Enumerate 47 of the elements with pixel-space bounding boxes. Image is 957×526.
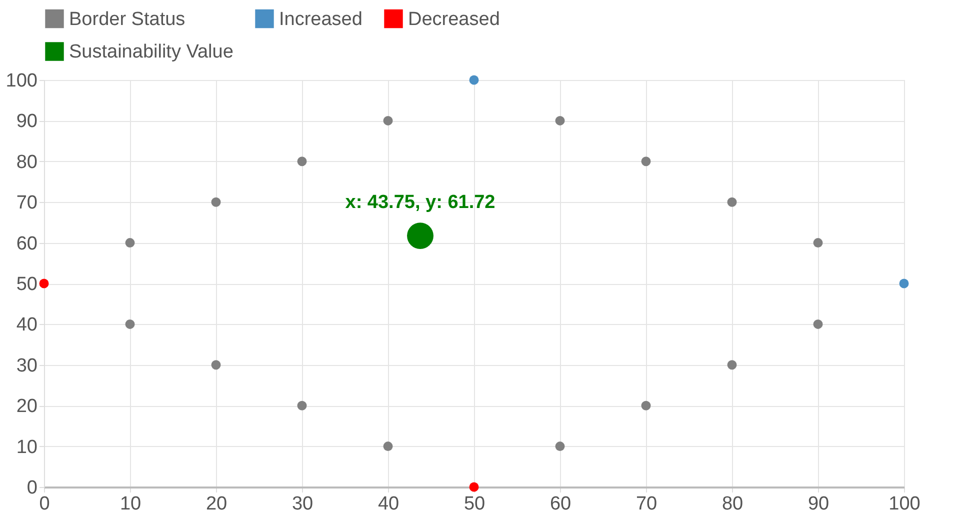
x-tick-label: 10 <box>120 494 142 514</box>
point <box>469 482 479 492</box>
point <box>383 442 393 452</box>
y-tick-label: 50 <box>16 274 38 295</box>
x-tick-label: 20 <box>206 494 228 514</box>
x-tick-label: 60 <box>550 494 572 514</box>
point <box>555 442 565 452</box>
x-tick-label: 30 <box>292 494 314 514</box>
point <box>813 238 823 248</box>
legend-label: Decreased <box>408 8 500 30</box>
point <box>469 75 479 85</box>
y-tick-label: 100 <box>6 70 38 92</box>
y-tick-label: 40 <box>16 314 38 336</box>
point <box>39 278 49 288</box>
legend-label: Increased <box>279 8 362 30</box>
point <box>297 400 307 410</box>
point <box>125 238 135 248</box>
x-tick-label: 90 <box>808 494 830 514</box>
point <box>727 197 737 207</box>
point <box>641 156 651 166</box>
point <box>383 116 393 126</box>
point <box>211 197 221 207</box>
point <box>899 278 909 288</box>
point <box>641 400 651 410</box>
y-tick-label: 70 <box>16 192 38 214</box>
x-tick-label: 80 <box>722 494 744 514</box>
y-tick-label: 0 <box>26 478 38 498</box>
point <box>407 222 434 250</box>
x-tick-label: 100 <box>888 494 920 514</box>
point <box>813 319 823 329</box>
point <box>297 156 307 166</box>
y-tick-label: 30 <box>16 355 38 376</box>
point <box>727 360 737 370</box>
x-tick-label: 50 <box>464 494 486 514</box>
point <box>555 116 565 126</box>
x-tick-label: 40 <box>378 494 400 514</box>
x-tick-label: 70 <box>636 494 658 514</box>
y-tick-label: 80 <box>16 152 38 173</box>
legend-label: Border Status <box>69 8 186 30</box>
point <box>125 319 135 329</box>
legend-label: Sustainability Value <box>69 42 234 62</box>
point <box>211 360 221 370</box>
y-tick-label: 10 <box>16 436 38 458</box>
y-tick-label: 90 <box>16 111 38 132</box>
y-tick-label: 60 <box>16 233 38 254</box>
y-tick-label: 20 <box>16 396 38 418</box>
annotation: x: 43.75, y: 61.72 <box>345 192 496 213</box>
